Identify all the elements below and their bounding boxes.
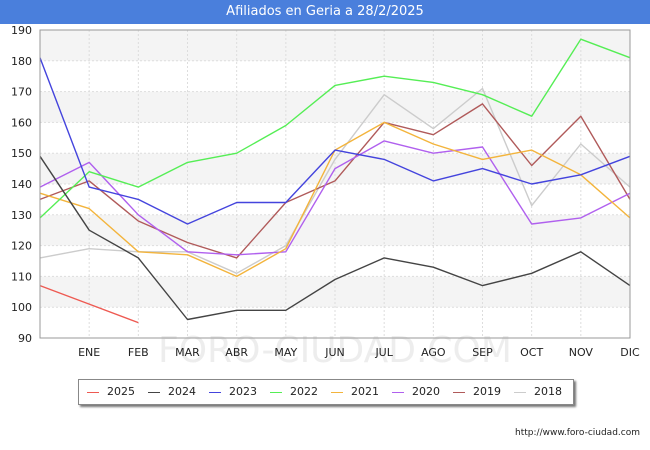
y-tick-label: 170 [11,86,32,99]
legend-swatch [331,392,343,393]
source-url: http://www.foro-ciudad.com [515,428,640,438]
x-tick-label: OCT [520,346,543,359]
series-line-2024 [39,155,631,321]
legend-label: 2019 [473,385,501,398]
legend-swatch [514,392,526,393]
series-lines [39,38,631,324]
y-tick-label: 90 [18,332,32,345]
legend-swatch [270,392,282,393]
y-tick-label: 190 [11,24,32,37]
legend-swatch [209,392,221,393]
legend-label: 2022 [290,385,318,398]
x-tick-label: NOV [569,346,594,359]
y-tick-label: 180 [11,55,32,68]
y-tick-label: 120 [11,240,32,253]
plot-frame [39,29,631,339]
x-tick-label: FEB [128,346,149,359]
x-tick-label: MAY [274,346,297,359]
x-tick-label: DIC [620,346,640,359]
legend-label: 2024 [168,385,196,398]
series-line-2022 [39,38,631,219]
y-tick-label: 100 [11,301,32,314]
x-tick-labels: ENE FEB MAR ABR MAY JUN JUL AGO SEP OCT NOV DIC [78,346,640,359]
x-tick-label: ENE [78,346,100,359]
x-tick-label: JUL [374,346,393,359]
x-tick-label: JUN [324,346,345,359]
watermark: FORO-CIUDAD.COM [158,330,512,371]
y-tick-label: 140 [11,178,32,191]
y-tick-label: 110 [11,270,32,283]
legend-label: 2020 [412,385,440,398]
series-line-2019 [39,103,631,259]
series-line-2025 [39,284,139,324]
y-tick-label: 150 [11,147,32,160]
y-tick-labels: 90 100 110 120 130 140 150 160 170 180 190 [11,24,32,345]
legend-swatch [148,392,160,393]
series-line-2020 [39,140,631,256]
legend-swatch [453,392,465,393]
x-tick-label: MAR [175,346,200,359]
series-line-2023 [39,57,631,225]
legend-swatch [392,392,404,393]
x-tick-label: ABR [225,346,248,359]
y-tick-label: 160 [11,116,32,129]
legend: 2025 2024 2023 2022 2021 2020 2019 2018 [78,379,574,405]
legend-label: 2021 [351,385,379,398]
legend-label: 2025 [107,385,135,398]
x-tick-label: AGO [421,346,446,359]
title-bar: Afiliados en Geria a 28/2/2025 [0,0,650,24]
y-tick-label: 130 [11,209,32,222]
legend-label: 2023 [229,385,257,398]
axes [39,29,631,339]
legend-label: 2018 [534,385,562,398]
x-tick-label: SEP [472,346,493,359]
chart-title: Afiliados en Geria a 28/2/2025 [226,4,424,19]
legend-swatch [87,392,99,393]
